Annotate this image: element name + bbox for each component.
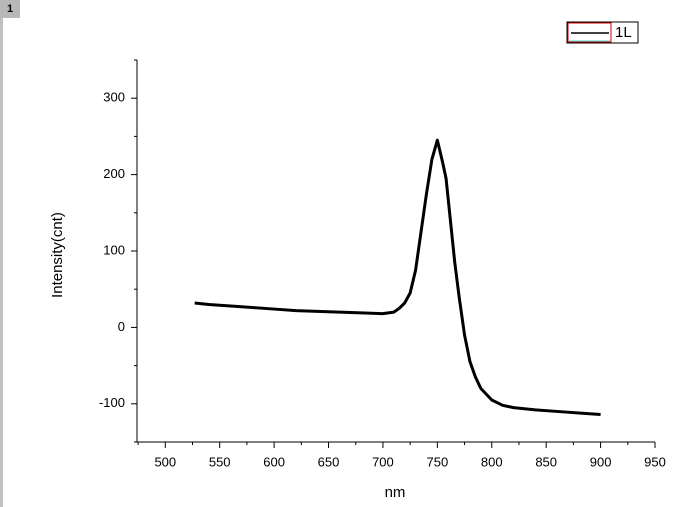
tab-label: 1 [7,3,13,15]
x-tick-label: 950 [644,454,666,469]
y-tick-label: 100 [103,242,125,257]
series-line [194,138,601,416]
x-axis-title: nm [385,484,406,501]
tab-box [0,0,20,18]
y-tick-label: 0 [118,319,125,334]
x-tick-label: 550 [209,454,231,469]
y-tick-label: -100 [99,395,125,410]
y-tick-label: 300 [103,90,125,105]
x-tick-label: 850 [535,454,557,469]
legend-sample-frame [567,22,612,43]
legend-label: 1L [615,24,632,41]
x-tick-label: 750 [427,454,449,469]
y-tick-label: 200 [103,166,125,181]
y-axis-title: Intensity(cnt) [49,212,66,298]
x-tick-label: 800 [481,454,503,469]
x-tick-label: 650 [318,454,340,469]
left-border [0,0,3,507]
x-tick-label: 700 [372,454,394,469]
x-tick-label: 900 [590,454,612,469]
x-tick-label: 500 [154,454,176,469]
x-tick-label: 600 [263,454,285,469]
